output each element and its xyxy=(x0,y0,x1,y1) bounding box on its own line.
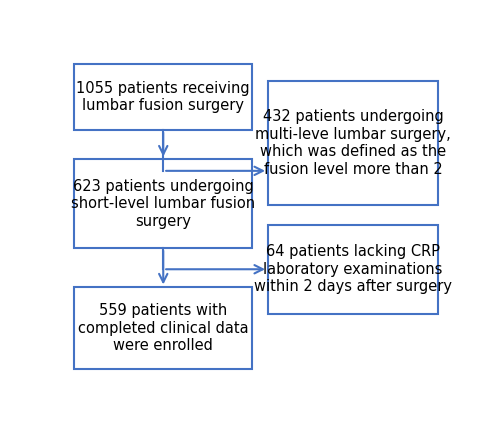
FancyBboxPatch shape xyxy=(268,81,438,205)
FancyBboxPatch shape xyxy=(74,159,252,248)
Text: 64 patients lacking CRP
laboratory examinations
within 2 days after surgery: 64 patients lacking CRP laboratory exami… xyxy=(254,245,452,294)
Text: 623 patients undergoing
short-level lumbar fusion
surgery: 623 patients undergoing short-level lumb… xyxy=(71,179,256,229)
FancyBboxPatch shape xyxy=(74,287,252,369)
FancyBboxPatch shape xyxy=(74,64,252,130)
Text: 559 patients with
completed clinical data
were enrolled: 559 patients with completed clinical dat… xyxy=(78,303,248,353)
Text: 432 patients undergoing
multi-leve lumbar surgery,
which was defined as the
fusi: 432 patients undergoing multi-leve lumba… xyxy=(256,109,451,176)
Text: 1055 patients receiving
lumbar fusion surgery: 1055 patients receiving lumbar fusion su… xyxy=(76,81,250,113)
FancyBboxPatch shape xyxy=(268,225,438,314)
